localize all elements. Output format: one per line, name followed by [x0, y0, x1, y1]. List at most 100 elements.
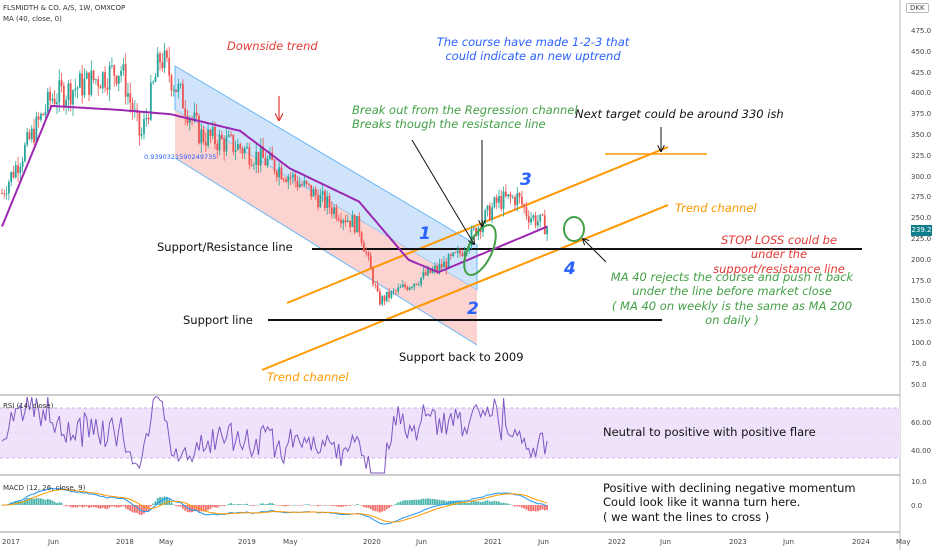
- rsi-line: [1, 396, 548, 474]
- macd-histogram-bar: [117, 505, 120, 508]
- ma-indicator-label[interactable]: MA (40, close, 0): [3, 15, 62, 23]
- candle-body: [168, 57, 171, 76]
- candle-body: [46, 91, 49, 112]
- macd-histogram-bar: [46, 498, 49, 505]
- macd-histogram-bar: [349, 505, 352, 506]
- macd-histogram-bar: [60, 502, 63, 505]
- macd-histogram-bar: [136, 505, 139, 513]
- candle-body: [33, 128, 35, 143]
- macd-histogram-bar: [101, 505, 104, 508]
- candle-body: [250, 164, 253, 166]
- candle-body: [12, 172, 15, 178]
- candle-body: [511, 197, 514, 198]
- macd-histogram-bar: [406, 500, 409, 505]
- last-price-tag: 239.2: [911, 225, 932, 236]
- rejection-circle: [563, 216, 585, 242]
- macd-histogram-bar: [179, 505, 182, 507]
- candle-body: [358, 216, 361, 233]
- candle-body: [72, 90, 74, 105]
- time-tick: Jun: [416, 538, 427, 546]
- candle-body: [445, 261, 448, 270]
- candle-body: [266, 158, 269, 166]
- candle-body: [14, 165, 17, 178]
- candle-body: [243, 148, 246, 154]
- candle-body: [385, 291, 388, 302]
- candle-body: [413, 283, 416, 288]
- candle-body: [161, 62, 164, 69]
- candle-body: [356, 216, 358, 233]
- time-tick: 2023: [729, 538, 747, 546]
- macd-histogram-bar: [239, 504, 242, 505]
- next-target-note: Next target could be around 330 ish: [575, 107, 784, 121]
- macd-histogram-bar: [184, 505, 187, 511]
- macd-histogram-bar: [53, 501, 56, 505]
- rsi-indicator-label[interactable]: RSI (14, close): [3, 402, 54, 410]
- macd-histogram-bar: [131, 505, 134, 513]
- candle-body: [56, 102, 58, 105]
- candle-body: [452, 252, 455, 256]
- candle-body: [378, 291, 381, 305]
- candle-body: [362, 242, 365, 252]
- candle-body: [40, 113, 42, 120]
- macd-histogram-bar: [202, 505, 205, 512]
- uptrend-note: The course have made 1-2-3 that could in…: [436, 35, 630, 64]
- macd-histogram-bar: [115, 505, 118, 508]
- macd-histogram-bar: [427, 498, 429, 505]
- support-2009-label: Support back to 2009: [399, 350, 524, 364]
- macd-histogram-bar: [291, 504, 294, 506]
- price-tick: 50.0: [911, 380, 927, 389]
- macd-histogram-bar: [381, 505, 384, 512]
- currency-badge[interactable]: DKK: [906, 3, 929, 13]
- macd-indicator-label[interactable]: MACD (12, 26, close, 9): [3, 484, 86, 492]
- macd-histogram-bar: [74, 505, 77, 508]
- trend-channel-lower-label: Trend channel: [267, 370, 349, 384]
- macd-histogram-bar: [209, 505, 212, 509]
- macd-histogram-bar: [275, 505, 278, 506]
- candle-body: [257, 151, 260, 166]
- candle-body: [200, 129, 203, 144]
- macd-histogram-bar: [509, 504, 512, 505]
- signal-line: [2, 489, 548, 523]
- candle-body: [35, 116, 38, 143]
- macd-histogram-bar: [113, 505, 116, 507]
- macd-histogram-bar: [156, 498, 159, 505]
- macd-histogram-bar: [433, 499, 436, 505]
- candle-body: [365, 251, 368, 253]
- candle-body: [259, 146, 262, 166]
- regression-lower-edge: [174, 157, 478, 346]
- macd-histogram-bar: [539, 505, 542, 511]
- candle-body: [328, 196, 331, 208]
- macd-histogram-bar: [413, 499, 416, 505]
- macd-histogram-bar: [220, 505, 223, 506]
- macd-histogram-bar: [514, 505, 516, 507]
- candle-body: [369, 255, 372, 269]
- macd-histogram-bar: [94, 505, 97, 508]
- price-tick: 175.0: [911, 276, 932, 285]
- candle-body: [101, 72, 104, 89]
- macd-histogram-bar: [253, 505, 255, 506]
- candle-body: [376, 284, 379, 292]
- macd-histogram-bar: [163, 496, 166, 505]
- rsi-pane: [0, 396, 900, 474]
- candle-body: [424, 271, 427, 276]
- macd-histogram-bar: [330, 505, 333, 507]
- candle-body: [342, 220, 345, 224]
- macd-histogram-bar: [360, 505, 363, 506]
- candle-body: [241, 148, 244, 154]
- candle-body: [530, 218, 532, 223]
- macd-histogram-bar: [269, 503, 271, 505]
- macd-histogram-bar: [257, 505, 260, 506]
- candle-body: [175, 89, 177, 92]
- candle-body: [85, 72, 88, 79]
- candle-body: [193, 112, 196, 119]
- candle-body: [218, 134, 221, 151]
- candle-body: [488, 205, 491, 220]
- candle-body: [145, 117, 148, 120]
- rsi-tick: 40.00: [911, 447, 932, 455]
- candle-body: [69, 83, 72, 105]
- macd-histogram-bar: [408, 500, 411, 505]
- candle-body: [454, 252, 457, 254]
- macd-histogram-bar: [69, 505, 72, 508]
- candle-body: [543, 215, 546, 235]
